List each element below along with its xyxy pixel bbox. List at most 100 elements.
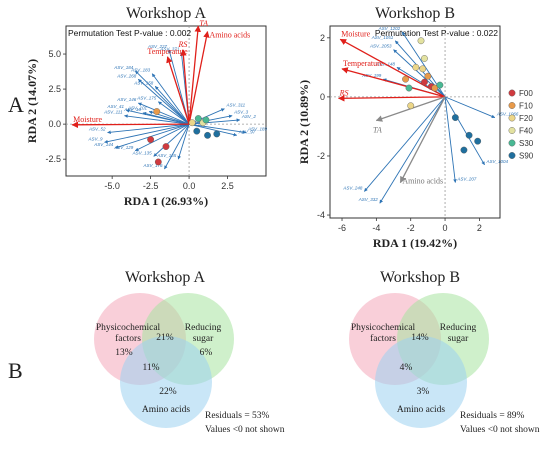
species-vector-label: ASV_184 [113,65,134,70]
species-vector [107,123,190,135]
venn-circle-amino-acids [120,336,212,428]
plot-frame [329,25,501,219]
venn-set-label: sugar [193,334,214,344]
sample-point [451,114,459,121]
venn-set-label: Physicochemical [351,323,416,333]
venn-set-label: sugar [448,334,469,344]
species-vector [189,118,241,125]
species-vector [364,96,446,192]
venn-set-label: Amino acids [142,405,191,415]
species-vector-label: ASV_144 [93,142,114,147]
species-vector-label: ASV_3 [233,110,249,115]
species-vector [189,123,247,134]
sample-point [204,131,211,139]
environment-vector [180,49,190,125]
sample-point [421,55,428,62]
sample-point [162,143,170,150]
venn-region-value: 4% [400,363,413,373]
sample-point [412,63,420,71]
sample-point [419,65,427,73]
x-tick-label: 0.0 [183,181,196,191]
species-vector [124,114,190,125]
species-vector [137,102,190,125]
sample-point [213,130,221,138]
environment-vector-label: Moisture [341,29,370,38]
sample-point [405,84,413,92]
sample-point [202,116,210,124]
species-vector [142,111,190,125]
species-vector-label: ASV_9 [87,136,103,141]
venn-set-label: Amino acids [397,405,446,415]
sample-point [460,146,468,154]
sample-point [194,115,202,122]
species-vector-label: ASV_311 [225,103,245,108]
species-vector [134,70,190,125]
venn-region-value: 6% [200,348,213,358]
species-vector [158,101,190,125]
y-tick-label: 0 [320,92,325,102]
sample-point [193,127,201,135]
legend-marker [508,114,516,122]
sample-point [424,72,432,80]
legend-label: F40 [519,127,533,136]
legend-marker [508,127,516,134]
species-vector [188,114,233,125]
species-vector-label: ASV_2 [241,114,257,119]
venn-region-value: 11% [142,363,159,373]
environment-vector-label: TA [199,19,208,28]
sample-point [417,37,425,45]
species-vector-label: ASV_1004 [486,159,509,164]
venn-residuals: Residuals = 53% [205,411,270,421]
sample-point [431,84,439,92]
venn-region-value: 13% [115,348,133,358]
species-vector-label: ASV_2053 [369,44,392,49]
species-vector-label: ASV_189 [247,127,268,132]
x-tick-label: -4 [372,223,380,233]
venn-title: Workshop B [380,269,460,286]
legend-label: S30 [519,139,534,148]
species-vector-label: ASV_41 [106,104,124,109]
legend-label: F10 [519,102,533,111]
species-vector-label: ASV_129 [113,145,134,150]
x-axis-label: RDA 1 (19.42%) [373,236,457,250]
venn-note: Values <0 not shown [205,425,285,435]
species-vector [444,96,496,118]
sample-point [436,81,444,89]
chart-title: Workshop A [126,5,206,22]
environment-vector-label: Temperature [147,47,188,56]
y-tick-label: -2 [317,151,325,161]
species-vector-label: ASV_111 [103,110,123,115]
legend-marker [508,152,516,159]
venn-region-value: 21% [156,333,174,343]
permutation-test-annotation: Permutation Test P-value : 0.002 [68,28,191,38]
species-vector-label: ASV_1051 [371,35,394,40]
venn-set-label: factors [370,333,396,344]
sample-point [188,119,196,127]
venn-residuals: Residuals = 89% [460,411,525,421]
x-tick-label: 0 [443,223,448,233]
species-vector-label: ASV_183 [130,68,151,73]
species-vector [379,96,446,204]
venn-set-label: Reducing [185,323,222,333]
y-tick-label: 0.0 [48,119,61,129]
venn-note: Values <0 not shown [460,425,540,435]
panel-b-label: B [8,358,23,383]
venn-region-value: 22% [159,387,177,397]
sample-point [407,102,415,110]
sample-point [147,136,155,143]
x-tick-label: -2.5 [143,181,159,191]
species-vector-label: ASV_371 [159,47,180,52]
species-vector [138,78,190,125]
venn-set-label: Physicochemical [96,323,161,333]
species-vector-label: ASV_97 [238,129,256,134]
species-vector-label: ASV_52 [88,127,106,132]
sample-point [421,78,428,86]
environment-vector-label: Moisture [73,115,102,124]
legend-label: F00 [519,89,533,98]
species-vector [444,96,485,166]
x-tick-label: -5.0 [104,181,120,191]
y-tick-label: 2 [320,33,325,43]
